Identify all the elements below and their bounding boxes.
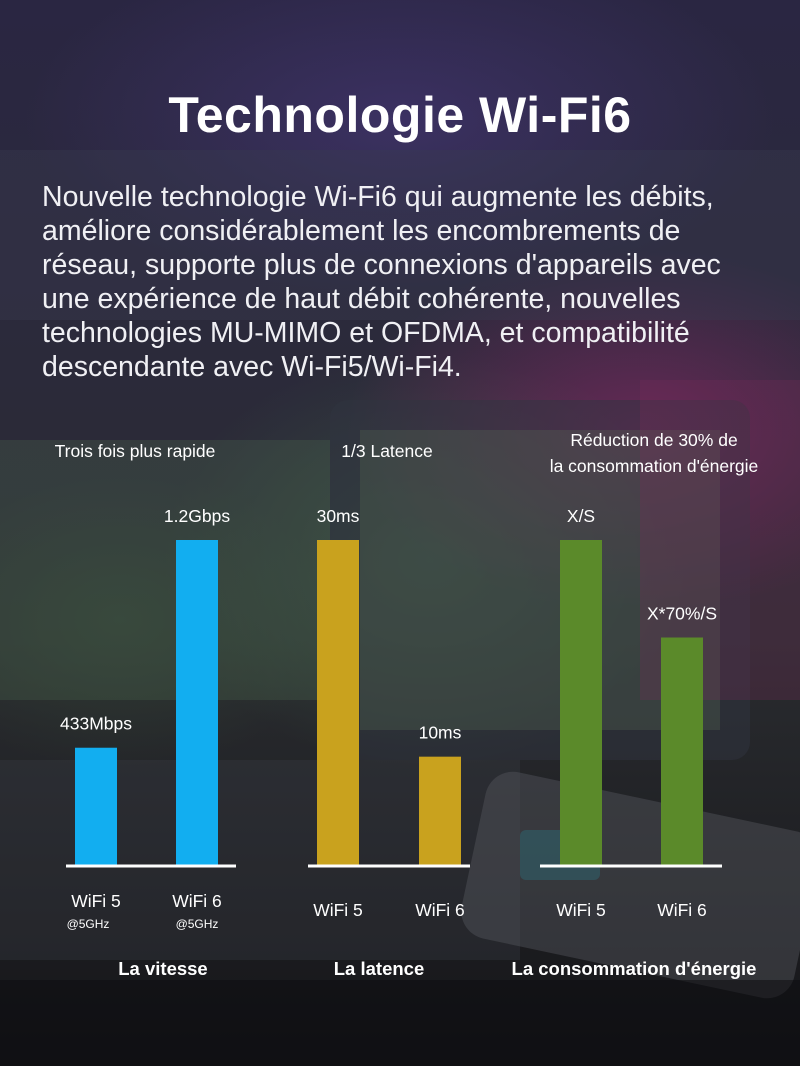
chart-2-value-label: 10ms [419, 723, 462, 743]
chart-2-title-line: 1/3 Latence [341, 441, 432, 461]
chart-3-value-label: X/S [567, 506, 595, 526]
chart-1-category-sublabel: @5GHz [67, 917, 110, 931]
chart-1-title-line: Trois fois plus rapide [55, 441, 216, 461]
chart-2-category-label: WiFi 5 [313, 900, 363, 920]
chart-3-bar-1 [560, 540, 602, 865]
chart-2-value-label: 30ms [317, 506, 360, 526]
chart-1-bar-1 [75, 747, 117, 865]
chart-2-footer-label: La latence [334, 958, 425, 979]
chart-1 [66, 540, 236, 868]
chart-1-bar-2 [176, 540, 218, 865]
description-text: Nouvelle technologie Wi-Fi6 qui augmente… [42, 181, 721, 383]
chart-3-title-line: Réduction de 30% de [570, 430, 737, 450]
chart-3 [540, 540, 722, 868]
chart-1-footer-label: La vitesse [118, 958, 207, 979]
chart-1-value-label: 1.2Gbps [164, 506, 230, 526]
chart-3-value-label: X*70%/S [647, 604, 717, 624]
chart-1-category-label: WiFi 5 [71, 891, 121, 911]
page-title: Technologie Wi-Fi6 [168, 87, 632, 143]
chart-2-bar-1 [317, 540, 359, 865]
chart-1-value-label: 433Mbps [60, 714, 132, 734]
chart-3-title-line: la consommation d'énergie [550, 456, 759, 476]
chart-1-category-label: WiFi 6 [172, 891, 222, 911]
chart-3-category-label: WiFi 5 [556, 900, 606, 920]
chart-1-category-sublabel: @5GHz [176, 917, 219, 931]
chart-3-category-label: WiFi 6 [657, 900, 707, 920]
chart-2 [308, 540, 470, 868]
chart-2-bar-2 [419, 756, 461, 865]
chart-2-category-label: WiFi 6 [415, 900, 465, 920]
chart-3-bar-2 [661, 637, 703, 865]
chart-3-footer-label: La consommation d'énergie [512, 958, 757, 979]
